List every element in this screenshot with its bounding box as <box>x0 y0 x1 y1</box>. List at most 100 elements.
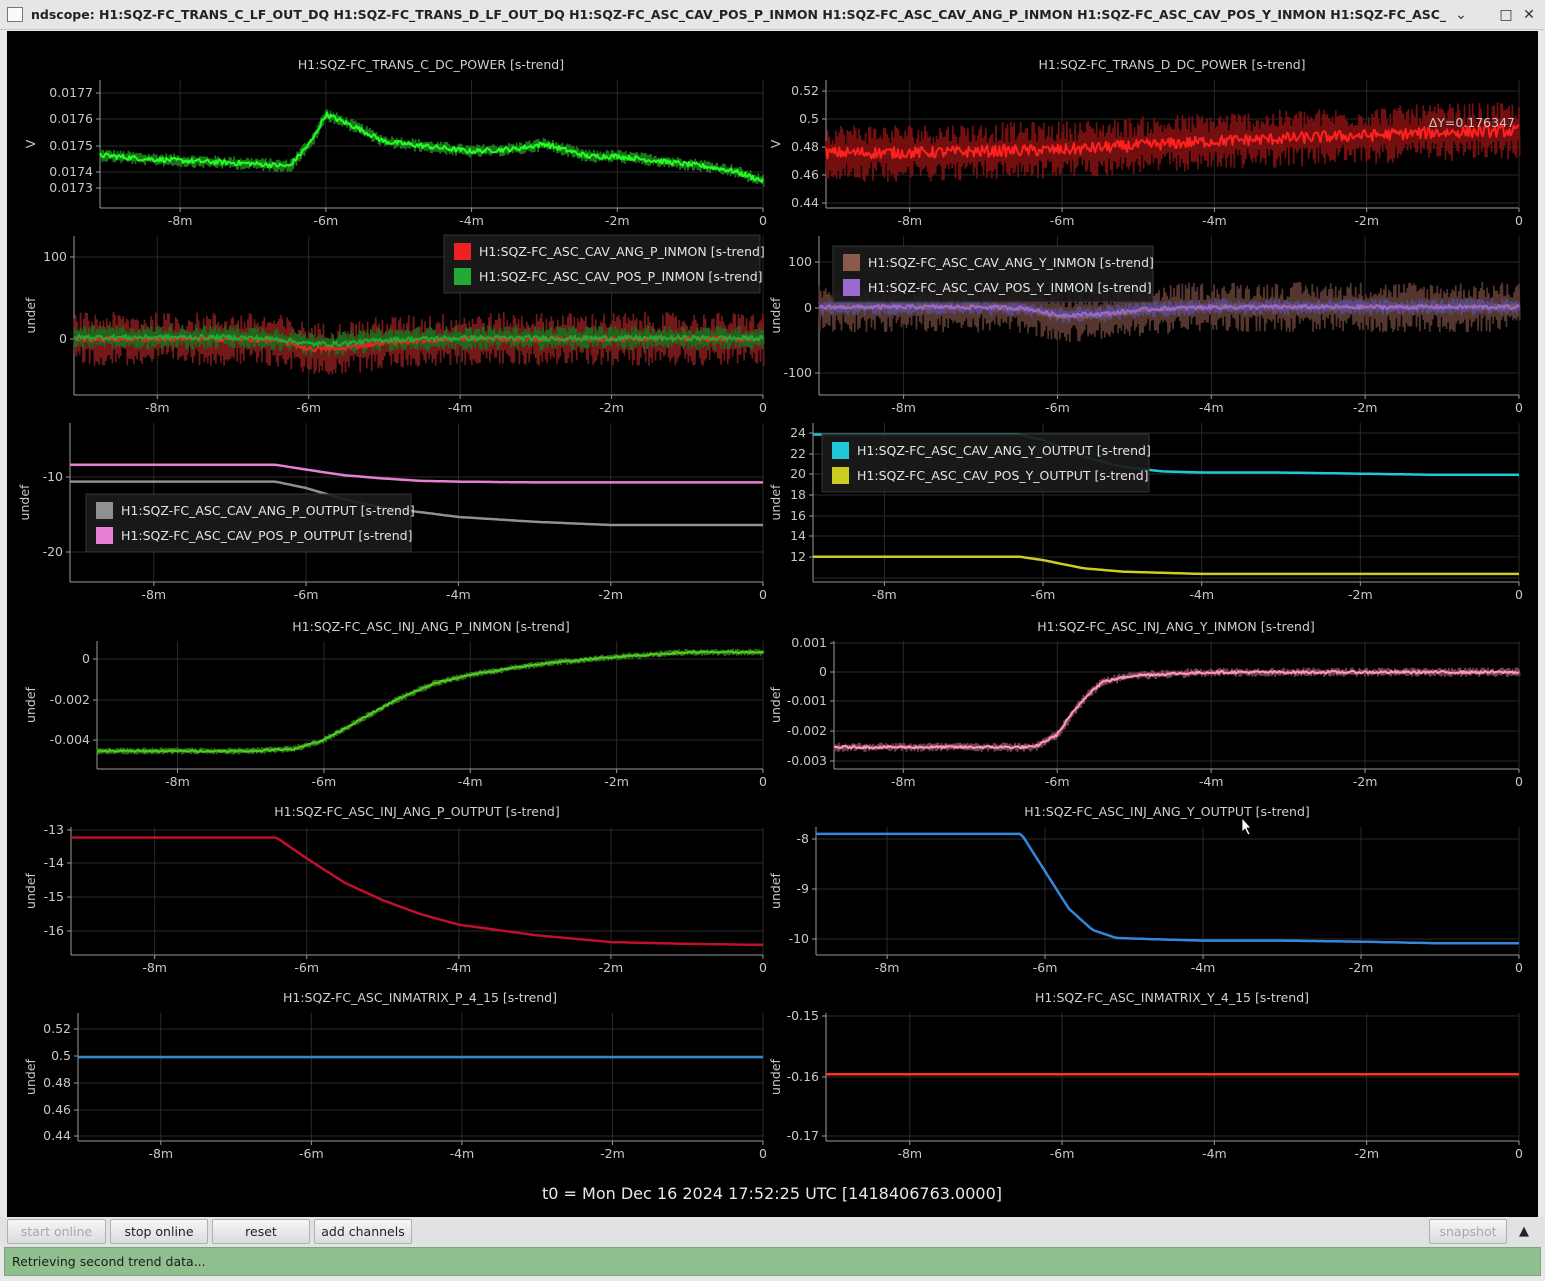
y-tick-label: 0.0177 <box>49 85 93 100</box>
reset-button[interactable]: reset <box>212 1219 310 1244</box>
bottom-toolbar: start online stop online reset add chann… <box>0 1217 1545 1247</box>
y-tick-label: -0.002 <box>787 723 827 738</box>
y-tick-label: -0.15 <box>787 1008 819 1023</box>
y-tick-label: 14 <box>790 528 806 543</box>
x-tick-label: -4m <box>459 213 484 228</box>
y-tick-label: -10 <box>789 931 809 946</box>
series-line <box>833 670 1520 750</box>
y-tick-label: 0.48 <box>43 1075 71 1090</box>
x-tick-label: 0 <box>759 960 767 975</box>
stop-online-button[interactable]: stop online <box>110 1219 208 1244</box>
plot-12 <box>822 1013 1520 1145</box>
series-envelope <box>73 324 765 357</box>
mouse-cursor-icon <box>1241 816 1252 836</box>
plot-title: H1:SQZ-FC_ASC_INJ_ANG_P_OUTPUT [s-trend] <box>274 804 559 819</box>
series-line <box>70 463 763 484</box>
y-tick-label: 18 <box>790 487 806 502</box>
x-tick-label: -8m <box>897 1146 922 1161</box>
x-tick-label: -6m <box>314 213 339 228</box>
y-tick-label: 0.48 <box>791 139 819 154</box>
y-tick-label: -0.003 <box>787 753 827 768</box>
delta-y-annotation: ΔY=0.176347 <box>1429 115 1515 130</box>
x-tick-label: 0 <box>759 774 767 789</box>
series-line <box>73 333 764 348</box>
x-tick-label: 0 <box>759 213 767 228</box>
plot-canvas[interactable]: -8m -6m -4m -2m 00.01770.01760.01750.01740.0… <box>7 31 1538 1217</box>
x-tick-label: -6m <box>1050 1146 1075 1161</box>
add-channels-button[interactable]: add channels <box>314 1219 412 1244</box>
x-tick-label: -6m <box>1045 400 1070 415</box>
x-tick-label: 0 <box>759 1146 767 1161</box>
y-tick-label: 0.44 <box>791 195 819 210</box>
plot-title: H1:SQZ-FC_TRANS_D_DC_POWER [s-trend] <box>1038 57 1305 72</box>
x-tick-label: -8m <box>145 400 170 415</box>
x-tick-label: -8m <box>142 960 167 975</box>
legend <box>832 245 1154 303</box>
y-tick-label: 0.0174 <box>49 164 93 179</box>
window-titlebar: ndscope: H1:SQZ-FC_TRANS_C_LF_OUT_DQ H1:… <box>0 0 1545 30</box>
x-tick-label: -2m <box>599 960 624 975</box>
y-axis-label: undef <box>23 686 38 722</box>
x-tick-label: -8m <box>891 400 916 415</box>
x-tick-label: -4m <box>1189 587 1214 602</box>
plot-2 <box>822 80 1521 212</box>
x-tick-label: -6m <box>299 1146 324 1161</box>
x-tick-label: -2m <box>1349 960 1374 975</box>
x-tick-label: -8m <box>872 587 897 602</box>
legend-swatch <box>843 279 860 296</box>
plot-title: H1:SQZ-FC_TRANS_C_DC_POWER [s-trend] <box>298 57 564 72</box>
x-tick-label: -4m <box>447 960 472 975</box>
legend-box <box>85 493 412 553</box>
legend-label: H1:SQZ-FC_ASC_CAV_POS_P_INMON [s-trend] <box>479 269 763 284</box>
legend-label: H1:SQZ-FC_ASC_CAV_POS_Y_OUTPUT [s-trend] <box>857 468 1149 483</box>
y-tick-label: -100 <box>784 365 812 380</box>
x-tick-label: 0 <box>1515 213 1523 228</box>
x-tick-label: -4m <box>1199 774 1224 789</box>
x-tick-label: -6m <box>1033 960 1058 975</box>
minimize-icon[interactable]: ⌄ <box>1455 7 1467 23</box>
y-tick-label: -0.004 <box>50 732 90 747</box>
legend-swatch <box>96 527 113 544</box>
plot-title: H1:SQZ-FC_ASC_INJ_ANG_Y_OUTPUT [s-trend] <box>1024 804 1310 819</box>
y-tick-label: 0 <box>819 664 827 679</box>
legend <box>821 433 1150 493</box>
plot-title: H1:SQZ-FC_ASC_INMATRIX_Y_4_15 [s-trend] <box>1035 990 1309 1005</box>
plot-3 <box>70 234 765 399</box>
x-tick-label: -2m <box>1353 774 1378 789</box>
legend <box>85 493 412 553</box>
x-tick-label: -6m <box>1045 774 1070 789</box>
y-axis-label: undef <box>768 297 783 333</box>
series-envelope <box>73 312 765 375</box>
x-tick-label: -4m <box>1191 960 1216 975</box>
series-line <box>70 480 763 527</box>
legend <box>443 234 761 294</box>
app-icon <box>7 7 23 22</box>
series-line <box>99 111 764 183</box>
y-tick-label: 24 <box>790 425 806 440</box>
y-tick-label: 0.46 <box>791 167 819 182</box>
y-tick-label: 0.0176 <box>49 111 93 126</box>
y-tick-label: -15 <box>44 889 64 904</box>
legend-swatch <box>454 243 471 260</box>
legend-box <box>821 433 1150 493</box>
series-line <box>825 124 1520 160</box>
x-tick-label: 0 <box>1515 1146 1523 1161</box>
x-tick-label: -8m <box>141 587 166 602</box>
x-tick-label: 0 <box>759 587 767 602</box>
x-tick-label: -6m <box>294 587 319 602</box>
y-tick-label: -9 <box>797 881 810 896</box>
legend-label: H1:SQZ-FC_ASC_CAV_ANG_P_OUTPUT [s-trend] <box>121 503 415 518</box>
x-tick-label: -6m <box>1031 587 1056 602</box>
collapse-arrow-icon[interactable]: ▲ <box>1519 1224 1529 1239</box>
plot-10 <box>812 827 1520 959</box>
series-envelope <box>833 667 1521 752</box>
close-icon[interactable]: ✕ <box>1523 7 1535 23</box>
x-tick-label: -4m <box>458 774 483 789</box>
maximize-icon[interactable]: □ <box>1499 7 1513 23</box>
x-tick-label: -4m <box>1199 400 1224 415</box>
y-tick-label: -16 <box>44 923 64 938</box>
x-tick-label: -8m <box>168 213 193 228</box>
legend-box <box>443 234 761 294</box>
x-tick-label: -8m <box>148 1146 173 1161</box>
x-tick-label: -4m <box>1202 1146 1227 1161</box>
